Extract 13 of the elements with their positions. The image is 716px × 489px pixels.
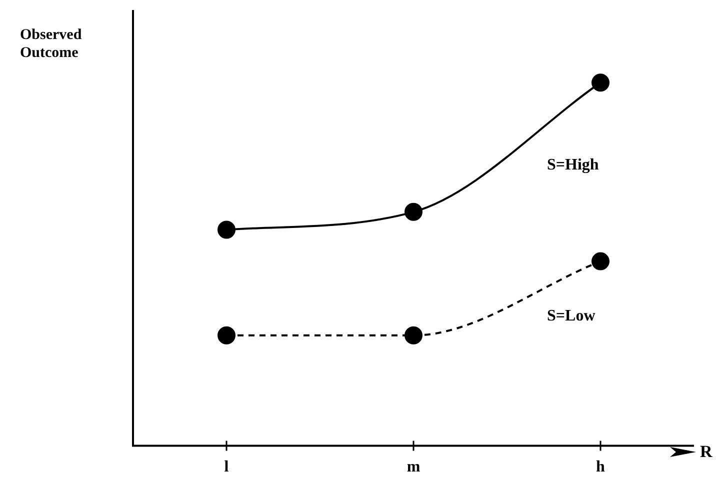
point bbox=[592, 252, 610, 270]
x-axis-title: R bbox=[700, 442, 712, 462]
point bbox=[592, 74, 610, 92]
series-label: S=High bbox=[547, 156, 599, 174]
x-tick-label: m bbox=[406, 458, 421, 476]
point bbox=[218, 220, 236, 239]
point bbox=[404, 326, 422, 344]
x-tick-label: h bbox=[596, 458, 606, 476]
y-axis-title: Observed Outcome bbox=[20, 26, 83, 62]
point bbox=[404, 202, 422, 221]
x-tick-label: l bbox=[224, 458, 230, 476]
series-label: S=Low bbox=[547, 307, 596, 324]
point bbox=[218, 326, 236, 344]
